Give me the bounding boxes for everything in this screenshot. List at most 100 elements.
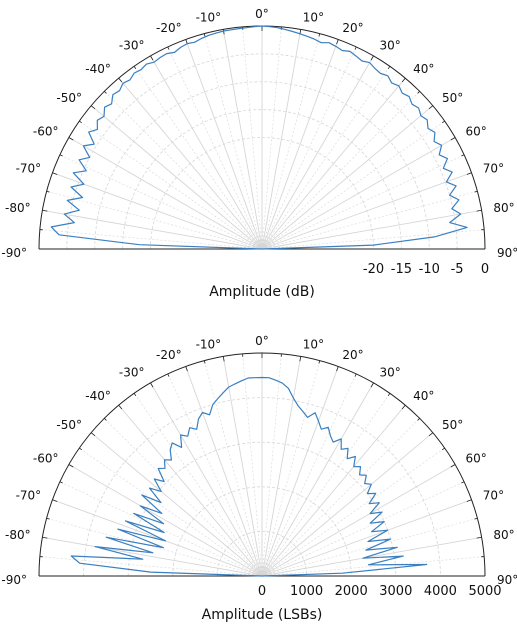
angle-tick-label: -60° [33, 125, 59, 139]
angle-tick-label: -60° [33, 452, 59, 466]
trace-layer-lsb [70, 376, 428, 577]
angle-gridline [185, 366, 263, 577]
angle-gridline [118, 404, 263, 577]
angle-tick-mark [167, 373, 170, 377]
angle-gridline [79, 447, 263, 577]
radius-tick-label: -5 [451, 262, 464, 277]
angle-tick-mark [450, 137, 456, 141]
angle-gridline [204, 33, 263, 250]
angle-tick-mark [299, 356, 302, 362]
angle-tick-mark [68, 464, 74, 468]
angle-tick-label: 20° [342, 21, 363, 35]
angle-gridline [261, 432, 434, 577]
angle-tick-label: 40° [413, 389, 434, 403]
angle-tick-mark [370, 382, 374, 388]
angle-tick-mark [318, 33, 321, 37]
angle-gridline [104, 418, 263, 577]
radius-gridline [66, 53, 458, 250]
angle-tick-labels-lsb: -90° -80° -70° -60° -50° -40° -30° -20° -10° 0° 10… [1, 334, 517, 587]
angle-gridline [261, 46, 357, 250]
angle-gridline [39, 556, 263, 577]
angle-gridline [59, 481, 263, 577]
angle-tick-mark [150, 382, 154, 388]
angle-tick-mark [401, 77, 406, 83]
trace-layer-db [50, 25, 468, 250]
angle-tick-mark [167, 46, 170, 50]
angle-tick-label: 80° [493, 201, 514, 215]
angle-gridline [261, 360, 320, 577]
angle-tick-mark [417, 91, 420, 94]
angle-tick-label: -40° [85, 389, 111, 403]
angle-gridline [59, 154, 263, 250]
angle-tick-mark [42, 536, 48, 539]
angle-tick-mark [441, 447, 445, 451]
radius-gridline [127, 441, 397, 577]
angle-gridline [261, 393, 391, 577]
angle-gridline [261, 447, 445, 577]
radius-gridline [94, 81, 430, 250]
angle-tick-mark [90, 432, 96, 437]
radius-gridline [122, 109, 402, 250]
angle-gridline [222, 356, 263, 577]
radius-tick-label: 5000 [468, 584, 501, 599]
radius-tick-label: -15 [391, 262, 412, 277]
angle-tick-label: 60° [466, 452, 487, 466]
radius-tick-label: -20 [363, 262, 384, 277]
angle-tick-label: 70° [483, 489, 504, 503]
angle-tick-labels-db: -90° -80° -70° -60° -50° -40° -30° -20° -10° 0° 10… [1, 7, 517, 260]
angle-tick-label: 70° [483, 162, 504, 176]
angle-tick-mark [336, 366, 339, 372]
angle-tick-label: 40° [413, 62, 434, 76]
angle-gridline [261, 356, 302, 577]
angle-gridline [261, 366, 339, 577]
angle-tick-mark [466, 172, 472, 175]
angle-tick-mark [104, 91, 107, 94]
polar-chart-lsb: -90° -80° -70° -60° -50° -40° -30° -20° -10° 0° 10… [1, 334, 517, 623]
angle-tick-mark [354, 46, 357, 50]
angle-tick-label: -10° [196, 11, 222, 25]
angle-tick-label: 50° [442, 91, 463, 105]
angle-gridline [261, 404, 406, 577]
angle-tick-label: 50° [442, 418, 463, 432]
angle-tick-label: -40° [85, 62, 111, 76]
angle-gridline [90, 432, 263, 577]
angle-tick-mark [387, 393, 391, 397]
angle-tick-mark [428, 432, 434, 437]
angle-tick-label: -70° [16, 489, 42, 503]
radius-tick-label: 1000 [290, 584, 323, 599]
angle-tick-mark [203, 360, 206, 364]
angle-tick-mark [203, 33, 206, 37]
angle-tick-mark [133, 66, 137, 70]
angle-gridline [242, 26, 263, 250]
radius-tick-labels-db: -20 -15 -10 -5 0 [363, 262, 489, 277]
angle-tick-label: -80° [5, 528, 31, 542]
radius-gridline [150, 137, 374, 250]
angle-gridline [68, 137, 263, 250]
angle-gridline [261, 55, 374, 250]
polar-grid-db [38, 25, 486, 250]
angle-gridline [261, 154, 465, 250]
angle-tick-mark [318, 360, 321, 364]
angle-tick-label: -20° [156, 21, 182, 35]
x-axis-label-db: Amplitude (dB) [209, 284, 315, 300]
angle-tick-mark [222, 29, 225, 35]
angle-tick-label: -30° [119, 39, 145, 53]
angle-tick-mark [336, 39, 339, 45]
angle-gridline [167, 46, 263, 250]
angle-gridline [261, 33, 320, 250]
angle-tick-label: 10° [303, 11, 324, 25]
angle-gridline [46, 518, 263, 577]
angle-tick-mark [42, 209, 48, 212]
angle-tick-mark [222, 356, 225, 362]
angle-gridline [79, 120, 263, 250]
x-axis-label-lsb: Amplitude (LSBs) [202, 607, 323, 623]
angle-gridline [133, 66, 263, 250]
angle-gridline [261, 518, 478, 577]
angle-tick-mark [450, 464, 456, 468]
angle-tick-mark [417, 418, 420, 421]
angle-tick-label: 0° [255, 334, 269, 348]
angle-tick-mark [476, 536, 482, 539]
radius-tick-label: -10 [419, 262, 440, 277]
angle-tick-mark [52, 499, 58, 502]
